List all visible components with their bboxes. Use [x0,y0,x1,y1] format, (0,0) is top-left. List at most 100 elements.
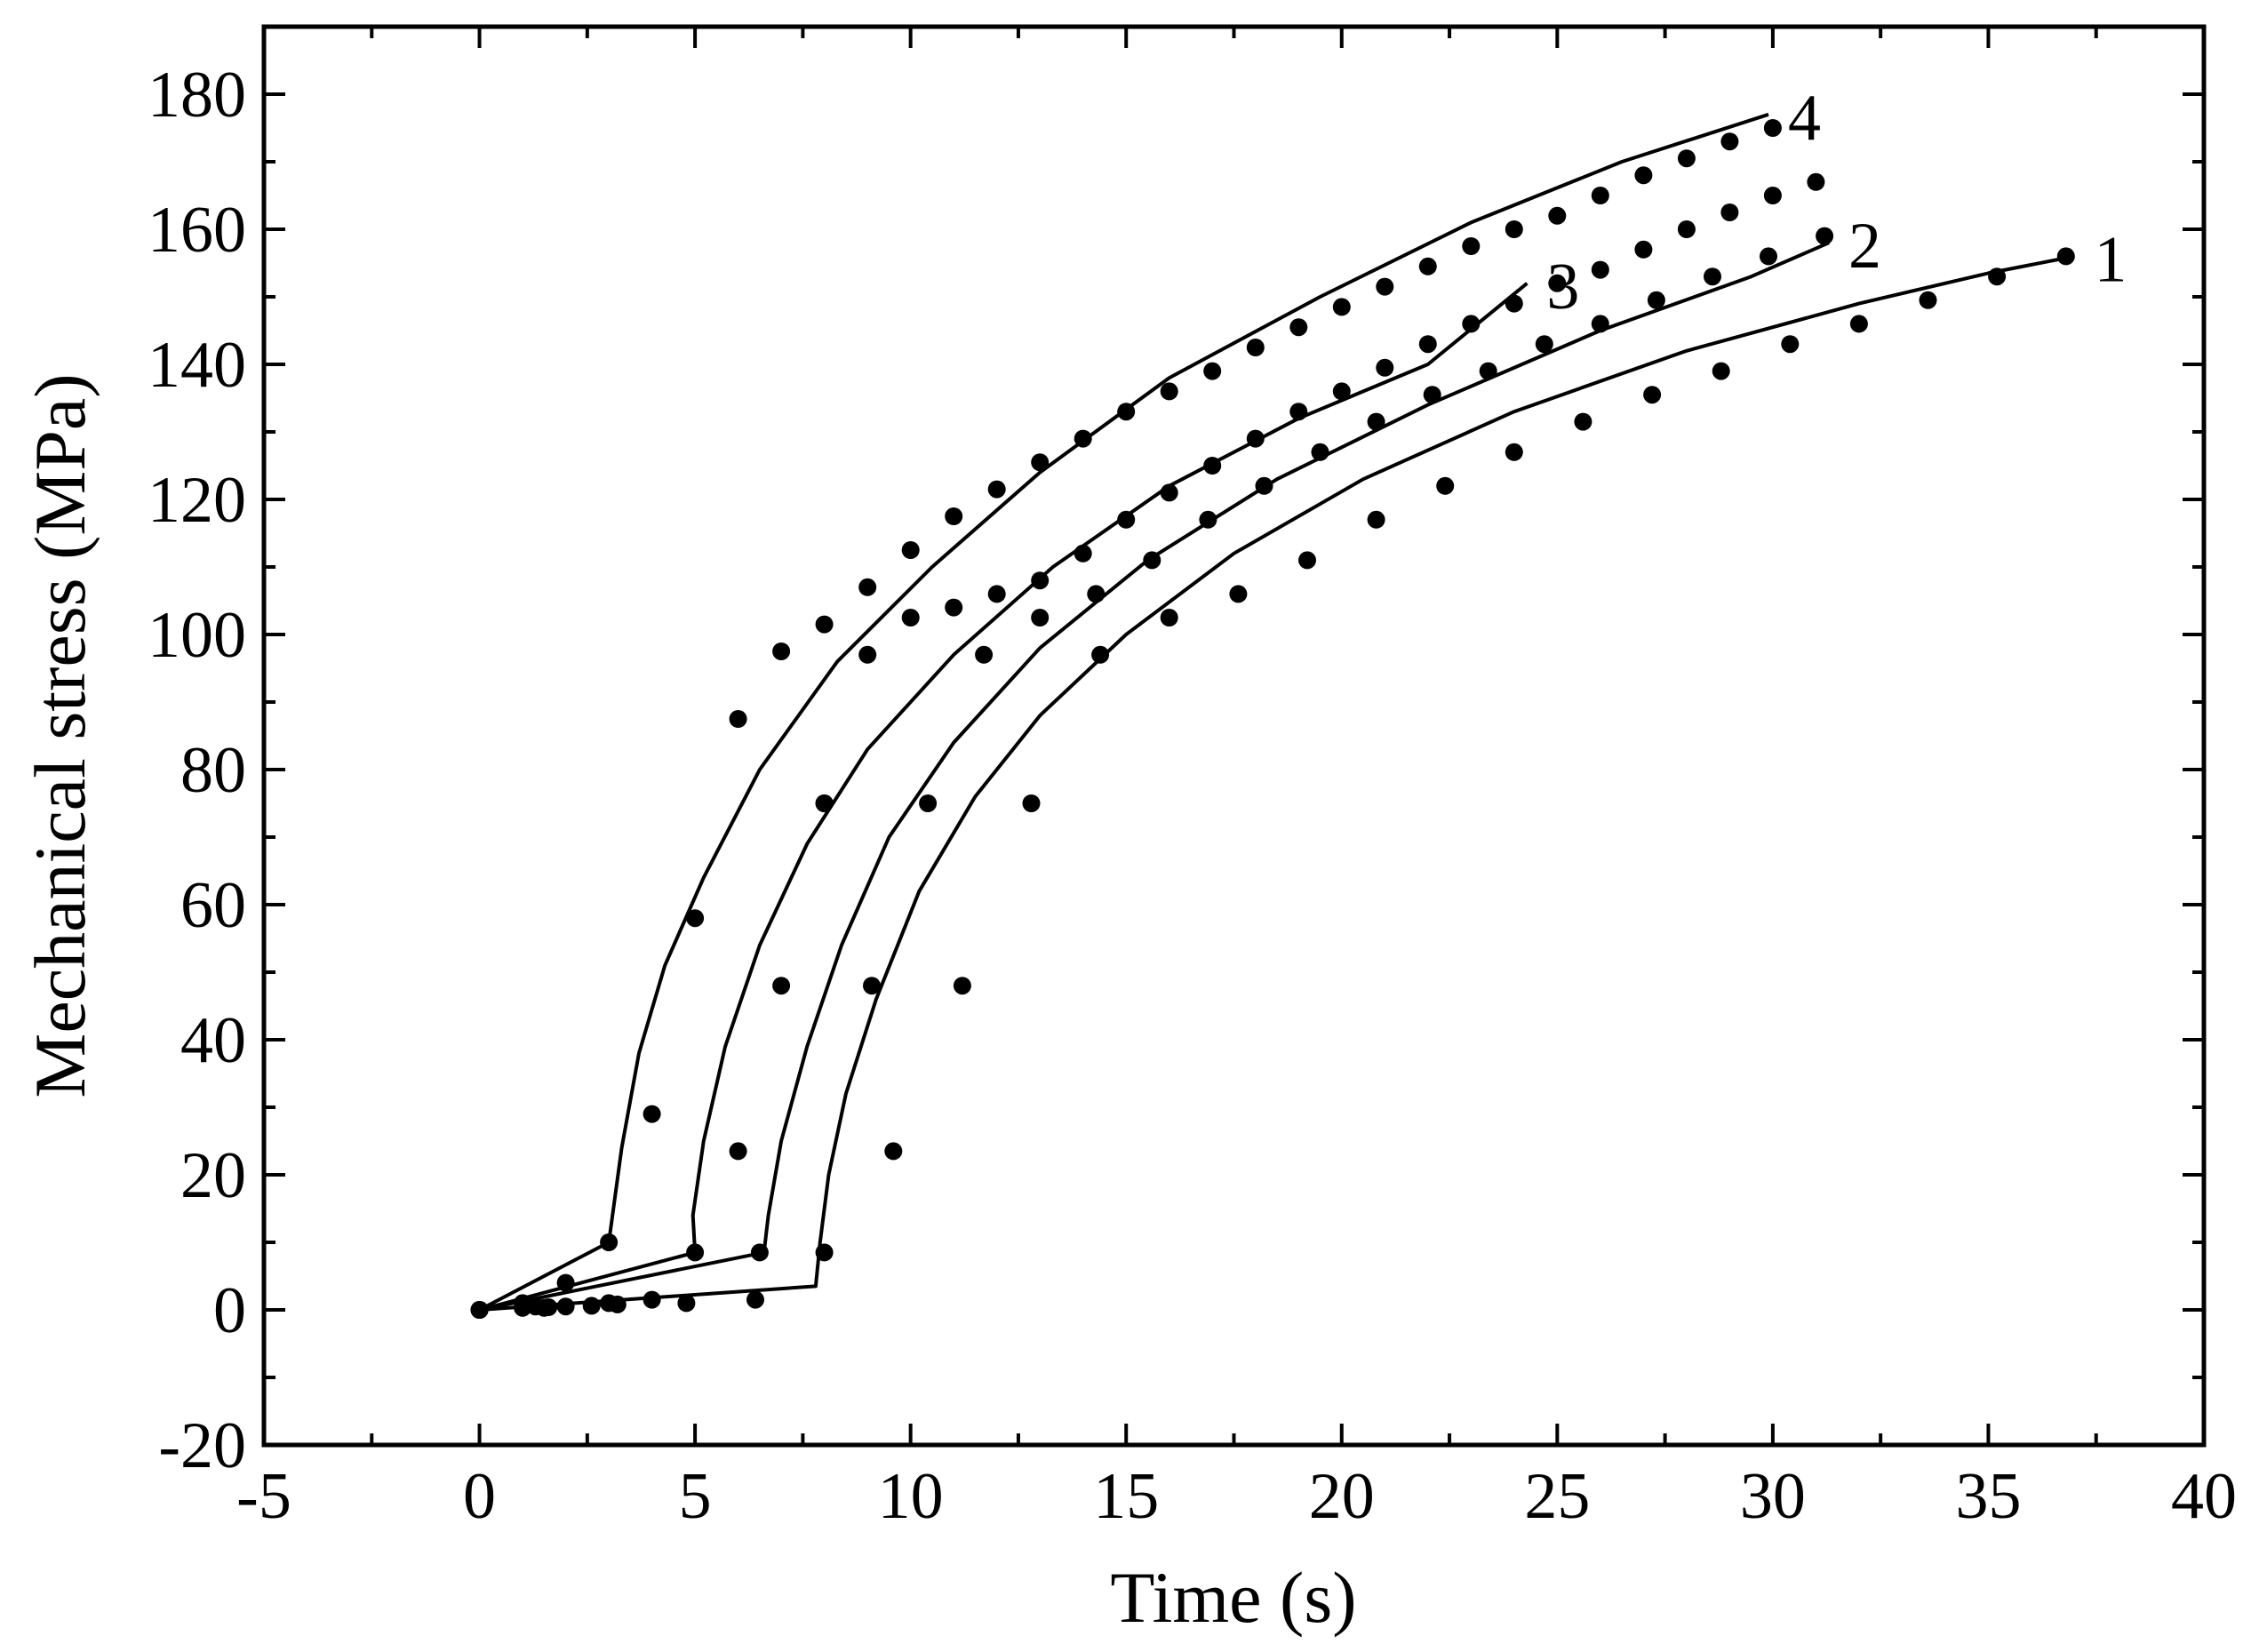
y-tick-label: 40 [180,1004,246,1077]
series-4-point [1203,362,1222,380]
series-2-point [1418,335,1437,354]
series-3-line [479,282,1529,1312]
series-4-point [1246,339,1265,356]
series-4-point [945,507,963,525]
series-1-point [746,1290,764,1309]
series-2-point [1807,172,1825,191]
series-1-point [2056,247,2075,266]
series-3-point [1367,412,1385,431]
series-4-point [1418,257,1437,275]
series-4-point [1031,453,1050,472]
series-3-point [1255,476,1273,495]
series-4-point [772,642,791,660]
x-tick-label: 15 [1093,1460,1159,1533]
series-2-point [1289,403,1308,421]
series-1-point [1505,443,1523,461]
series-1-point [1988,267,2007,286]
series-1-point [953,977,971,995]
series-4-point [1332,298,1351,316]
x-tick-label: -5 [236,1460,291,1533]
series-1-point [556,1297,575,1316]
series-2-line [479,241,1830,1312]
tick-labels: -5 0 5 10 15 20 25 30 35 40 -20 0 20 40 60 80 100 120 140 1… [148,59,2237,1533]
series-4-point [901,541,920,559]
series-2-point [1117,510,1136,529]
series-4-point [858,578,877,596]
series-1-point [1574,412,1592,431]
series-3-point [1535,335,1553,354]
series-3-point [600,1294,619,1313]
x-tick-label: 25 [1524,1460,1590,1533]
x-tick-label: 20 [1309,1460,1375,1533]
x-tick-label: 35 [1955,1460,2021,1533]
series-1-point [1919,291,1937,309]
series-3-point [1031,609,1050,626]
series-4-point [1677,149,1696,168]
series-3-point [1311,443,1329,461]
series-1-point [884,1142,903,1161]
series-3-point [1199,510,1217,529]
y-axis-title: Mechanical stress (MPa) [20,373,100,1097]
series-4-point [987,480,1006,499]
series-2-point [945,598,963,617]
curve-labels: 1 2 3 4 [1546,82,2127,323]
series-4-point [514,1294,532,1313]
series-2-point [1031,571,1050,590]
series-1-point [1781,335,1800,354]
series-4-point [1289,318,1308,337]
series-4-point [1117,403,1136,421]
y-tick-label: 100 [148,599,246,672]
series-1-point [582,1297,601,1315]
series-3-point [1591,315,1609,333]
series-4-point [686,909,705,928]
x-tick-label: 10 [878,1460,944,1533]
series-4-point [643,1105,661,1123]
series-2-point [901,609,920,626]
axis-ticks [264,27,2204,1445]
series-4-point [815,615,834,634]
series-1-point [1436,476,1455,495]
series-3-point [1816,227,1834,245]
series-4-point [600,1233,619,1251]
series-2-point [1462,315,1481,333]
series-2-point [1160,483,1178,502]
series-points [470,119,2075,1319]
series-lines [478,112,2075,1312]
y-tick-label: 20 [180,1139,246,1212]
series-3-point [729,1142,747,1161]
x-tick-label: 5 [679,1460,712,1533]
series-2-point [643,1290,661,1309]
series-1-line [479,254,2075,1312]
series-1-point [1298,551,1316,570]
series-3-point [1647,291,1665,309]
series-4-point [1462,237,1481,255]
y-tick-label: 180 [148,59,246,132]
series-4-point [556,1273,575,1292]
series-4-point [1548,206,1567,225]
series-4-point [1376,277,1394,296]
series-4-point [1634,166,1653,185]
y-tick-label: -20 [158,1409,246,1482]
series-2-point [1548,274,1567,292]
series-1-point [815,1243,834,1262]
series-1-point [1849,315,1868,333]
series-1-point [677,1294,696,1313]
series-2-point [987,585,1006,603]
y-tick-label: 60 [180,869,246,942]
series-3-point [1760,247,1777,266]
series-3-point [1704,267,1721,286]
series-1-label: 1 [2094,223,2127,296]
series-2-point [1720,204,1739,221]
series-2-point [1332,382,1351,401]
series-2-point [1246,429,1265,448]
series-2-point [1203,457,1222,475]
series-2-point [1591,260,1609,279]
x-tick-label: 0 [463,1460,496,1533]
series-3-point [1423,386,1441,404]
series-3-label: 3 [1546,251,1579,323]
series-1-point [1160,609,1178,626]
series-2-point [750,1243,769,1262]
series-4-point [729,710,747,728]
series-3-point [1143,551,1161,570]
x-tick-label: 40 [2171,1460,2237,1533]
